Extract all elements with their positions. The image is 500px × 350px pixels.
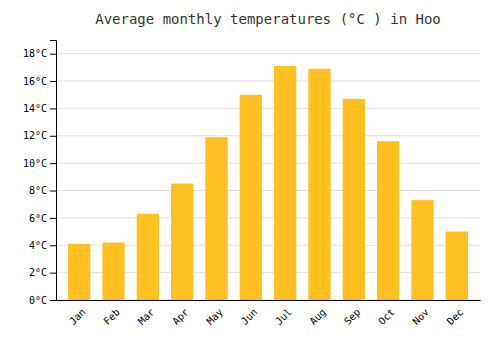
x-tick-label: Dec	[445, 306, 466, 327]
x-tick-label: Nov	[410, 306, 431, 327]
y-tick-mark	[50, 163, 56, 164]
y-tick-mark	[50, 245, 56, 246]
x-tick: Nov	[410, 306, 431, 327]
x-tick: Jan	[67, 306, 88, 327]
x-tick-label: Mar	[136, 306, 157, 327]
y-tick: 16°C	[23, 76, 56, 87]
y-tick-label: 10°C	[23, 158, 47, 169]
y-tick-mark	[50, 81, 56, 82]
x-tick: Aug	[307, 306, 328, 327]
y-tick-mark	[50, 300, 56, 301]
x-axis: Jan Feb Mar Apr May Jun Jul Aug Sep Oct Nov Dec	[57, 301, 481, 327]
x-tick-label: Jun	[239, 306, 260, 327]
x-tick: Feb	[101, 306, 122, 327]
grid-line	[56, 163, 480, 164]
x-tick: Apr	[170, 306, 191, 327]
y-tick: 14°C	[23, 103, 56, 114]
x-tick-label: Jul	[273, 306, 294, 327]
plot: 0°C 2°C 4°C 6°C 8°C 10°C 12°C 14°C 16°C 18°C Jan Fe…	[23, 41, 481, 327]
x-tick: Oct	[376, 306, 397, 327]
x-tick: May	[204, 306, 225, 327]
y-tick-mark	[50, 218, 56, 219]
y-tick-label: 8°C	[29, 185, 47, 196]
x-tick: Dec	[445, 306, 466, 327]
x-tick-label: Sep	[342, 306, 363, 327]
y-axis-line	[50, 41, 57, 301]
x-tick: Jun	[239, 306, 260, 327]
bar	[102, 243, 124, 300]
x-tick-label: Oct	[376, 306, 397, 327]
bar	[343, 99, 365, 300]
x-tick: Sep	[342, 306, 363, 327]
bars	[68, 66, 468, 300]
y-tick-label: 18°C	[23, 48, 47, 59]
y-axis: 0°C 2°C 4°C 6°C 8°C 10°C 12°C 14°C 16°C 18°C	[23, 41, 57, 306]
x-tick-label: Jan	[67, 306, 88, 327]
bar	[446, 232, 468, 300]
y-tick-label: 12°C	[23, 130, 47, 141]
bar	[205, 137, 227, 300]
x-tick-label: Aug	[307, 306, 328, 327]
chart: 0°C 2°C 4°C 6°C 8°C 10°C 12°C 14°C 16°C 18°C Jan Fe…	[0, 0, 500, 350]
grid-line	[56, 53, 480, 54]
x-axis-line	[57, 300, 481, 301]
y-tick: 12°C	[23, 130, 56, 141]
y-tick-label: 4°C	[29, 240, 47, 251]
grid-line	[56, 108, 480, 109]
y-tick: 2°C	[29, 267, 56, 278]
bar	[377, 141, 399, 300]
bar	[137, 214, 159, 300]
x-tick-label: Feb	[101, 306, 122, 327]
y-tick: 6°C	[29, 213, 56, 224]
x-tick: Jul	[273, 306, 294, 327]
bar	[68, 244, 90, 300]
y-tick-label: 16°C	[23, 76, 47, 87]
grid	[56, 54, 480, 300]
title: Average monthly temperatures (°C ) in Ho…	[95, 11, 441, 27]
y-tick-label: 14°C	[23, 103, 47, 114]
y-tick-mark	[50, 54, 56, 55]
x-tick: Mar	[136, 306, 157, 327]
y-tick: 0°C	[29, 295, 56, 306]
grid-line	[56, 135, 480, 136]
x-tick-label: Apr	[170, 306, 191, 327]
bar	[240, 95, 262, 300]
y-tick-label: 6°C	[29, 213, 47, 224]
y-tick-label: 2°C	[29, 267, 47, 278]
x-tick-label: May	[204, 306, 225, 327]
y-tick: 4°C	[29, 240, 56, 251]
y-tick-mark	[50, 191, 56, 192]
y-tick-mark	[50, 108, 56, 109]
bar	[274, 66, 296, 300]
bar	[411, 200, 433, 300]
y-tick-label: 0°C	[29, 295, 47, 306]
grid-line	[56, 190, 480, 191]
y-tick-mark	[50, 136, 56, 137]
y-tick-mark	[50, 273, 56, 274]
y-tick: 8°C	[29, 185, 56, 196]
y-tick: 18°C	[23, 48, 56, 59]
grid-line	[56, 81, 480, 82]
bar	[308, 69, 330, 300]
bar	[171, 184, 193, 300]
y-tick: 10°C	[23, 158, 56, 169]
